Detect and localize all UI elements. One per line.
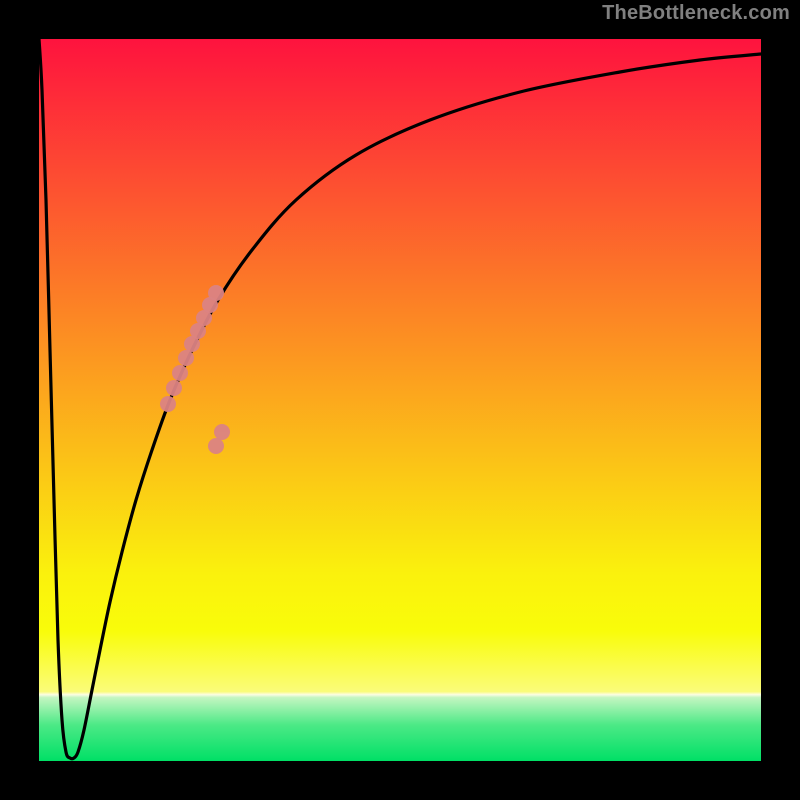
marker-dot <box>208 285 224 301</box>
chart-stage: TheBottleneck.com <box>0 0 800 800</box>
bottleneck-chart <box>0 0 800 800</box>
marker-dot <box>172 365 188 381</box>
watermark-text: TheBottleneck.com <box>602 2 790 25</box>
marker-dot <box>178 350 194 366</box>
marker-dot <box>208 438 224 454</box>
marker-dot <box>214 424 230 440</box>
marker-dot <box>166 380 182 396</box>
marker-dot <box>160 396 176 412</box>
plot-background <box>39 39 761 761</box>
